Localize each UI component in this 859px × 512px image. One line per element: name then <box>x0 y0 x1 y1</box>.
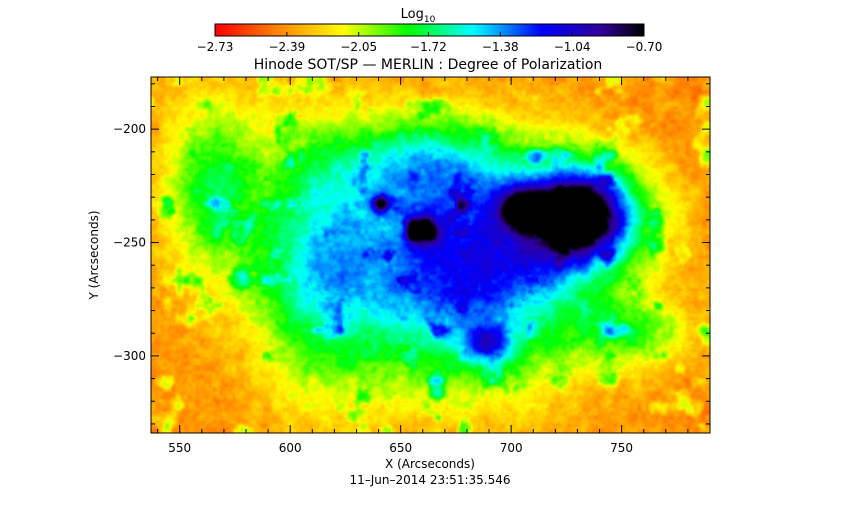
colorbar-label: Log10 <box>401 7 436 25</box>
y-axis: −200 −250 −300 <box>113 83 710 425</box>
colorbar-gradient <box>214 23 645 37</box>
chart-title: Hinode SOT/SP — MERLIN : Degree of Polar… <box>254 57 603 73</box>
colorbar-ticks: −2.73 −2.39 −2.05 −1.72 −1.38 −1.04 −0.70 <box>197 32 663 54</box>
colorbar-tick-label: −0.70 <box>626 40 663 54</box>
colorbar-tick-label: −2.39 <box>268 40 305 54</box>
x-tick-label: 600 <box>279 441 302 455</box>
x-tick-label: 700 <box>500 441 523 455</box>
colorbar-tick-label: −1.04 <box>554 40 591 54</box>
colorbar-tick-label: −2.05 <box>340 40 377 54</box>
y-tick-label: −300 <box>113 349 146 363</box>
x-tick-label: 550 <box>168 441 191 455</box>
x-tick-label: 750 <box>610 441 633 455</box>
y-axis-label: Y (Arcseconds) <box>87 210 101 300</box>
polarization-map <box>151 77 710 433</box>
colorbar-tick-label: −2.73 <box>197 40 234 54</box>
heatmap-image <box>151 77 710 433</box>
timestamp: 11–Jun–2014 23:51:35.546 <box>350 473 511 487</box>
y-tick-label: −200 <box>113 122 146 136</box>
colorbar: Log10 −2.73 −2.39 −2.05 −1.72 −1.38 −1.04 −0.7… <box>197 7 663 54</box>
colorbar-tick-label: −1.38 <box>482 40 519 54</box>
colorbar-tick-label: −1.72 <box>410 40 447 54</box>
colorbar-label-subscript: 10 <box>424 15 436 25</box>
x-tick-label: 650 <box>389 441 412 455</box>
y-tick-label: −250 <box>113 236 146 250</box>
x-axis: 550 600 650 700 750 <box>157 77 711 455</box>
plot-frame <box>150 76 711 434</box>
x-axis-label: X (Arcseconds) <box>385 457 475 471</box>
